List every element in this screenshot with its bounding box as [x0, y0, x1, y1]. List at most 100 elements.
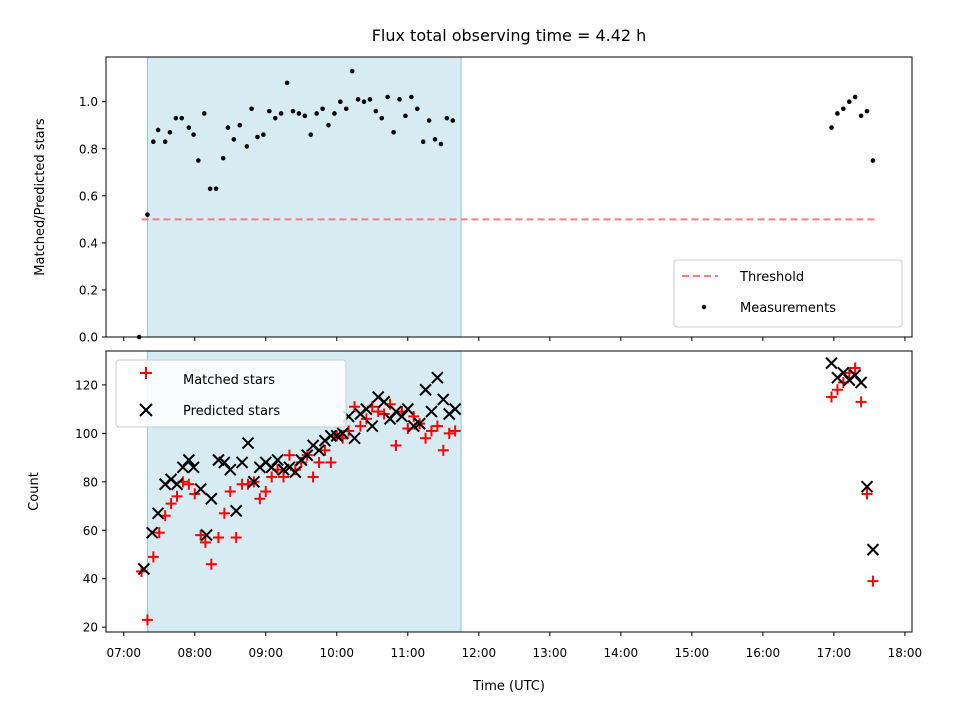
matched-star-point [420, 432, 432, 444]
measurement-point [191, 132, 196, 137]
bottom-legend: Matched stars Predicted stars [115, 359, 347, 428]
predicted-star-point [377, 395, 391, 409]
predicted-star-point [241, 436, 255, 450]
y-tick-label: 0.0 [79, 331, 98, 345]
predicted-star-point [235, 456, 249, 469]
predicted-star-point [413, 417, 426, 430]
legend-matched-label: Matched stars [183, 373, 275, 388]
predicted-star-point [854, 376, 868, 389]
measurement-point [290, 108, 296, 114]
measurement-point [426, 118, 432, 123]
measurement-point [272, 115, 278, 121]
measurement-point [403, 113, 408, 119]
matched-star-point [212, 532, 224, 544]
bottom-panel: 20 40 60 80 100 120 07:00 08:00 09:00 10:00 11:00… [27, 350, 922, 694]
top-x-ticks [123, 337, 906, 341]
predicted-star-point [860, 480, 874, 493]
top-shaded-region [146, 56, 462, 338]
measurement-point [320, 106, 325, 112]
bottom-x-axis: 07:00 08:00 09:00 10:00 11:00 12:00 13:00 14:00… [106, 632, 922, 660]
measurement-point [267, 108, 272, 114]
measurement-point [385, 94, 390, 100]
matched-star-point [254, 493, 266, 505]
matched-star-point [861, 488, 873, 500]
matched-star-point [449, 425, 461, 437]
measurement-point [450, 118, 456, 123]
measurement-point [432, 137, 438, 142]
measurement-point [373, 108, 379, 114]
predicted-star-point [137, 562, 151, 576]
matched-star-point [141, 614, 153, 626]
predicted-star-point [300, 448, 314, 462]
measurement-point [249, 106, 254, 112]
matched-star-point [849, 362, 861, 374]
legend-matched-swatch [140, 367, 152, 379]
x-tick-label: 17:00 [817, 646, 852, 660]
top-y-axis-label: Matched/Predicted stars [33, 118, 48, 276]
measurement-point [420, 139, 426, 145]
predicted-star-point [271, 453, 284, 467]
predicted-star-point [205, 492, 218, 505]
matched-star-point [205, 558, 217, 570]
predicted-star-point [348, 431, 361, 445]
predicted-star-point [431, 371, 444, 384]
top-axes-frame [105, 56, 913, 338]
bottom-series [136, 356, 880, 626]
matched-star-point [165, 498, 177, 510]
y-tick-label: 100 [75, 427, 98, 441]
predicted-star-point [182, 453, 196, 467]
top-y-axis: 0.0 0.2 0.4 0.6 0.8 1.0 [79, 95, 106, 345]
predicted-star-point [194, 482, 207, 496]
measurement-point [326, 122, 331, 128]
measurement-point [162, 139, 168, 145]
predicted-star-point [229, 504, 243, 518]
measurement-point [361, 99, 367, 105]
measurement-point [858, 113, 864, 119]
matched-star-point [867, 575, 879, 587]
measurement-point [151, 139, 156, 145]
predicted-star-point [145, 526, 159, 539]
predicted-star-point [247, 475, 261, 489]
predicted-star-point [419, 383, 432, 396]
measurement-point [244, 144, 250, 149]
measurement-point [207, 186, 213, 192]
legend-predicted-swatch [139, 403, 153, 417]
y-tick-label: 0.4 [79, 236, 98, 250]
predicted-star-point [401, 402, 415, 416]
x-tick-label: 12:00 [462, 646, 497, 660]
predicted-star-point [312, 444, 326, 457]
measurement-point [397, 97, 402, 102]
y-tick-label: 0.8 [79, 142, 98, 156]
x-tick-label: 07:00 [106, 646, 141, 660]
matched-star-point [283, 449, 295, 461]
matched-star-point [153, 527, 165, 539]
x-tick-label: 11:00 [391, 646, 426, 660]
measurement-point [261, 132, 266, 137]
matched-star-point [307, 471, 319, 483]
matched-star-point [390, 439, 402, 451]
predicted-star-point [200, 528, 213, 542]
measurement-point [145, 212, 150, 217]
x-tick-label: 18:00 [888, 646, 923, 660]
matched-star-point [325, 456, 337, 468]
matched-star-point [278, 471, 290, 483]
matched-star-point [313, 456, 325, 468]
x-tick-label: 13:00 [533, 646, 568, 660]
matched-star-point [372, 406, 384, 418]
measurement-point [296, 111, 302, 116]
measurement-point [349, 68, 355, 74]
predicted-star-point [170, 478, 184, 491]
predicted-star-point [336, 427, 349, 440]
measurement-point [870, 158, 876, 163]
predicted-star-point [437, 393, 450, 406]
measurement-point [414, 106, 420, 112]
bottom-axes-frame [105, 350, 913, 633]
legend-threshold-label: Threshold [739, 270, 804, 285]
measurement-point [314, 111, 319, 116]
measurement-point [255, 134, 260, 140]
measurement-point [173, 115, 179, 121]
measurement-point [338, 99, 343, 105]
top-legend: Threshold Measurements [673, 259, 903, 328]
predicted-star-point [825, 356, 838, 370]
